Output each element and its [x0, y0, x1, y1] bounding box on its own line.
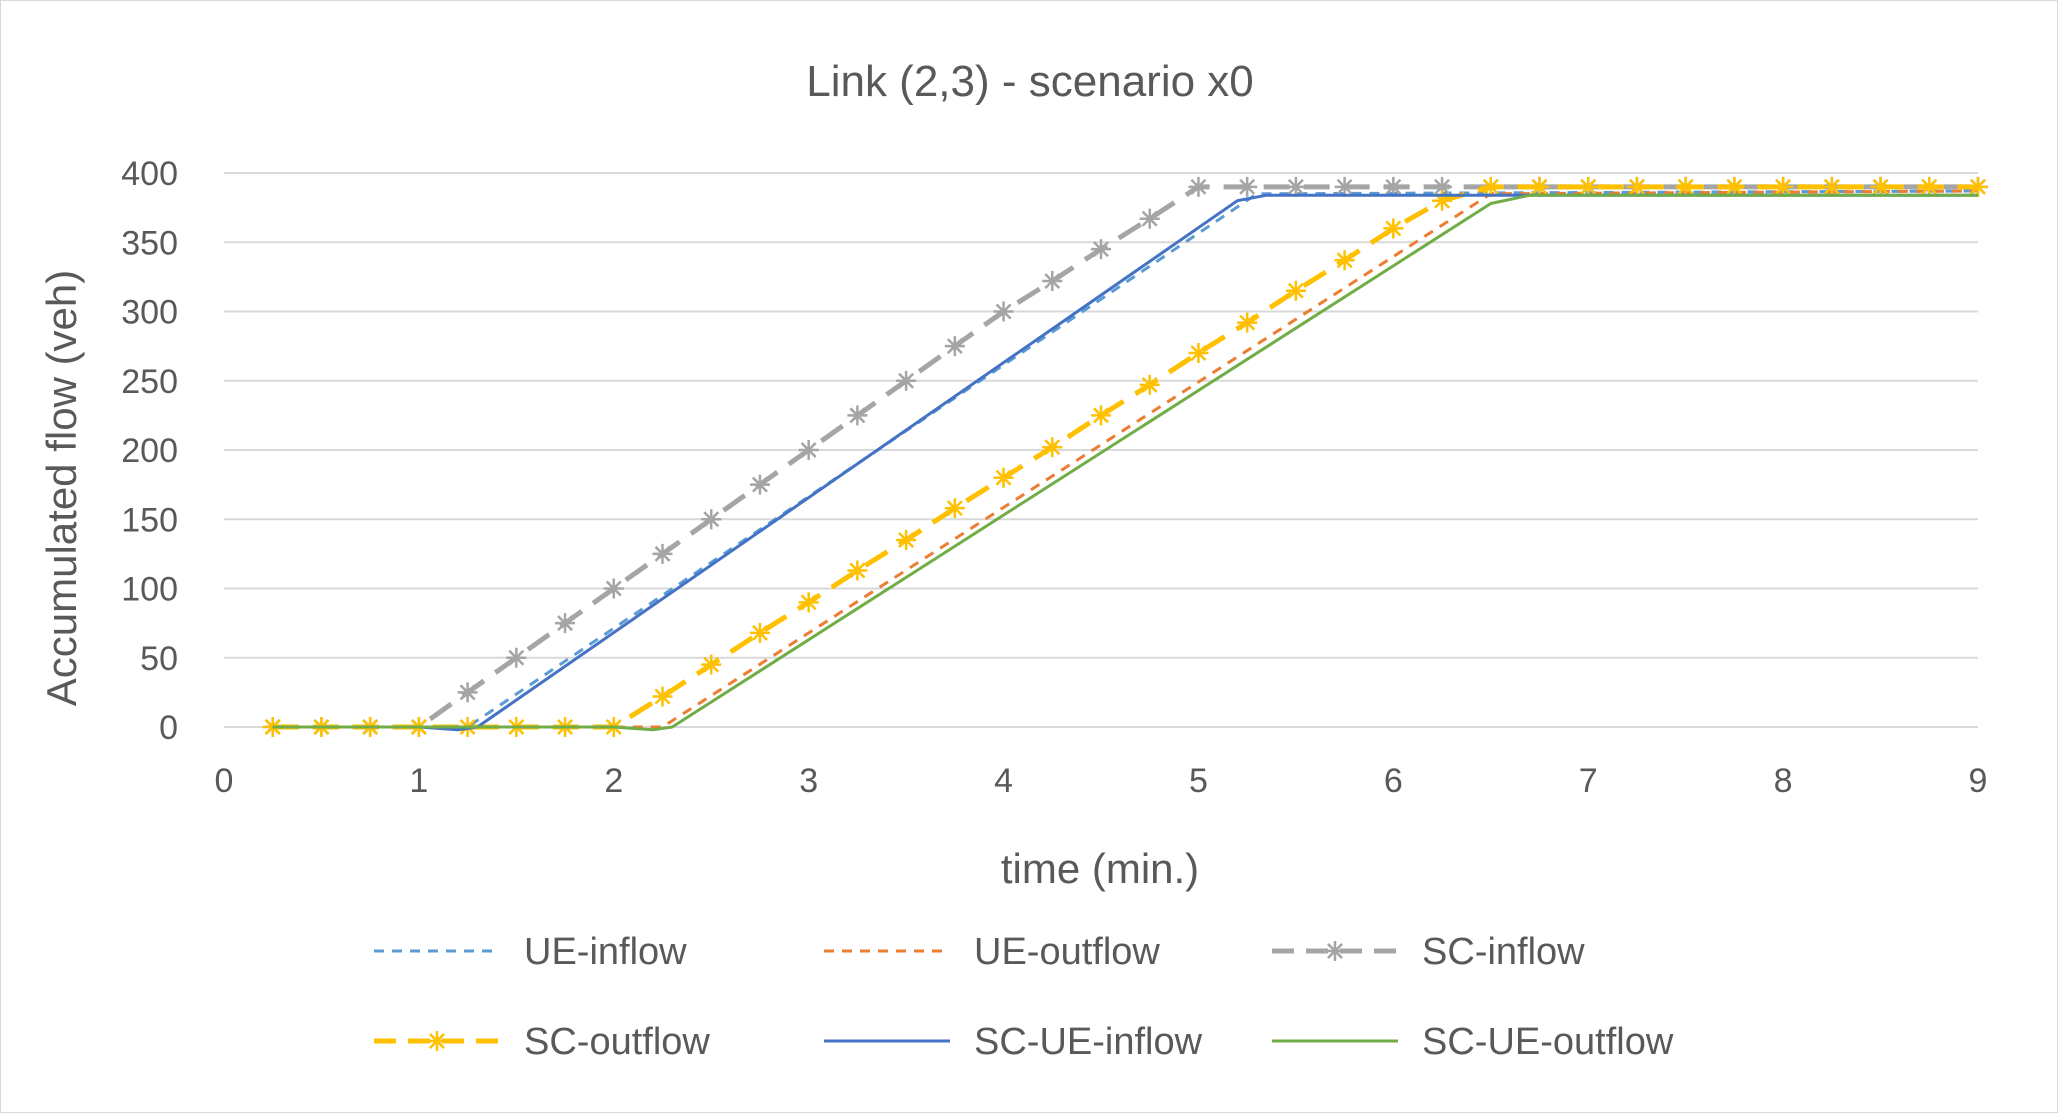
data-point	[1285, 176, 1306, 197]
y-tick-label: 350	[121, 224, 178, 262]
data-point	[993, 467, 1014, 488]
data-point	[993, 301, 1014, 322]
legend-label: UE-outflow	[974, 931, 1160, 973]
x-tick-label: 6	[1384, 762, 1403, 800]
x-tick-label: 8	[1774, 762, 1793, 800]
legend-item-sc-ue-outflow: SC-UE-outflow	[1272, 1021, 1674, 1063]
y-tick-label: 100	[121, 571, 178, 609]
data-point	[1042, 437, 1063, 458]
data-point	[896, 370, 917, 391]
data-point	[944, 336, 965, 357]
x-tick-label: 0	[215, 762, 234, 800]
series-line	[272, 184, 1978, 730]
data-point	[1675, 176, 1696, 197]
data-point	[1432, 190, 1453, 211]
y-axis-ticks: 0 50 100 150 200 250 300 350 400	[121, 155, 178, 747]
data-point	[652, 543, 673, 564]
legend-marker	[1325, 941, 1345, 961]
series-line	[272, 189, 1979, 729]
data-point	[457, 682, 478, 703]
x-tick-label: 5	[1189, 762, 1208, 800]
data-point	[1773, 176, 1794, 197]
data-point	[1383, 218, 1404, 239]
y-tick-label: 300	[121, 294, 178, 332]
data-point	[1237, 312, 1258, 333]
data-point	[1870, 176, 1891, 197]
data-point	[1091, 405, 1111, 426]
legend-item-ue-outflow: UE-outflow	[824, 931, 1160, 973]
data-point	[1919, 176, 1940, 197]
data-point	[1626, 176, 1647, 197]
legend-label: UE-inflow	[524, 931, 687, 973]
data-point	[749, 474, 770, 495]
y-tick-label: 400	[121, 155, 178, 193]
data-point	[701, 654, 722, 675]
data-point	[652, 686, 673, 707]
legend-marker	[427, 1031, 447, 1051]
data-point	[1188, 343, 1209, 364]
data-point	[1968, 176, 1988, 197]
legend-label: SC-UE-inflow	[974, 1021, 1203, 1063]
data-point	[1480, 176, 1501, 197]
x-tick-label: 4	[994, 762, 1013, 800]
data-point	[1383, 176, 1404, 197]
legend-item-sc-inflow: SC-inflow	[1272, 931, 1585, 973]
data-point	[1821, 176, 1842, 197]
data-point	[1188, 176, 1209, 197]
data-point	[798, 592, 819, 613]
data-point	[1139, 374, 1160, 395]
series-ue-outflow	[272, 189, 1979, 729]
data-point	[944, 498, 965, 519]
data-point	[1334, 176, 1355, 197]
data-point	[1237, 176, 1258, 197]
legend: UE-inflow UE-outflow SC-inflow SC-outflow SC…	[374, 931, 1674, 1063]
series-sc-inflow	[262, 176, 1988, 737]
data-point	[701, 509, 722, 530]
data-point	[847, 560, 868, 581]
data-point	[749, 622, 770, 643]
x-axis-title: time (min.)	[1001, 845, 1199, 892]
data-point	[1042, 271, 1063, 292]
x-tick-label: 3	[799, 762, 818, 800]
legend-label: SC-outflow	[524, 1021, 710, 1063]
x-tick-label: 9	[1969, 762, 1988, 800]
data-point	[506, 647, 527, 668]
y-tick-label: 150	[121, 501, 178, 539]
data-point	[1091, 239, 1111, 260]
series-sc-ue-outflow	[272, 193, 1978, 732]
series-line	[272, 193, 1978, 732]
legend-item-sc-outflow: SC-outflow	[374, 1021, 710, 1063]
x-axis-ticks: 0 1 2 3 4 5 6 7 8 9	[215, 762, 1988, 800]
data-point	[1432, 176, 1453, 197]
data-point	[896, 530, 917, 551]
y-tick-label: 50	[140, 640, 178, 678]
legend-label: SC-UE-outflow	[1422, 1021, 1674, 1063]
data-point	[1334, 250, 1355, 271]
data-point	[603, 578, 624, 599]
data-point	[555, 613, 576, 634]
x-tick-label: 1	[409, 762, 428, 800]
data-point	[1724, 176, 1745, 197]
y-tick-label: 200	[121, 432, 178, 470]
legend-item-sc-ue-inflow: SC-UE-inflow	[824, 1021, 1203, 1063]
y-axis-title: Accumulated flow (veh)	[38, 270, 85, 707]
legend-item-ue-inflow: UE-inflow	[374, 931, 687, 973]
data-point	[1578, 176, 1599, 197]
data-point	[798, 440, 819, 460]
series-layer	[262, 176, 1988, 737]
data-point	[1529, 176, 1550, 197]
y-tick-label: 250	[121, 363, 178, 401]
chart-title: Link (2,3) - scenario x0	[806, 57, 1254, 106]
data-point	[1285, 280, 1306, 301]
y-tick-label: 0	[159, 709, 178, 747]
data-point	[1139, 208, 1160, 229]
x-tick-label: 7	[1579, 762, 1598, 800]
x-tick-label: 2	[604, 762, 623, 800]
data-point	[847, 405, 868, 426]
legend-label: SC-inflow	[1422, 931, 1585, 973]
series-line	[272, 184, 1978, 730]
